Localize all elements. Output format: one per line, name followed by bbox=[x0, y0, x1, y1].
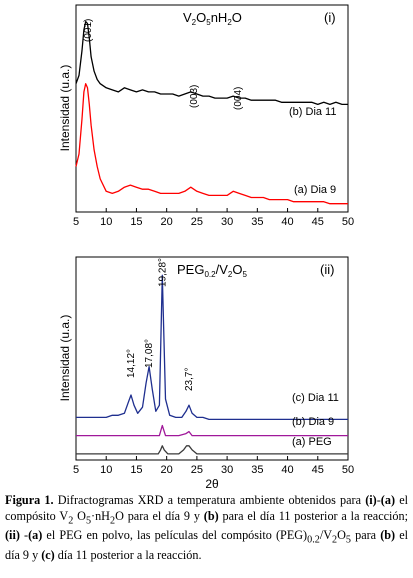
peak-annotation: 19,28° bbox=[157, 258, 168, 287]
svg-text:V2O5nH2O: V2O5nH2O bbox=[183, 10, 242, 27]
series-label-dia11-ii: (c) Dia 11 bbox=[292, 392, 339, 404]
peak-annotation: 23,7° bbox=[184, 368, 195, 391]
x-tick-label: 35 bbox=[251, 464, 263, 476]
panel-i: V2O5nH2O (i) Intensidad (u.a.) 5 10 15 20 25… bbox=[58, 4, 354, 228]
x-tick-label: 20 bbox=[161, 216, 173, 228]
peak-annotation: 14,12° bbox=[126, 349, 137, 378]
x-tick-label: 20 bbox=[161, 464, 173, 476]
x-tick-label: 25 bbox=[191, 216, 203, 228]
panel-i-title: V2O5nH2O bbox=[183, 10, 242, 27]
panel-ii: PEG0.2/V2O5 (ii) Intensidad (u.a.) 2θ 5 1… bbox=[58, 256, 354, 490]
figure-caption: Figura 1. Difractogramas XRD a temperatu… bbox=[5, 493, 409, 563]
x-tick-label: 15 bbox=[130, 464, 142, 476]
xrd-figure: V2O5nH2O (i) Intensidad (u.a.) 5 10 15 20 25… bbox=[58, 4, 354, 490]
x-tick-label: 10 bbox=[100, 216, 112, 228]
svg-text:PEG0.2/V2O5: PEG0.2/V2O5 bbox=[177, 262, 247, 279]
series-line-b-dia-11 bbox=[75, 20, 348, 106]
x-tick-label: 50 bbox=[342, 216, 354, 228]
x-tick-label: 45 bbox=[312, 464, 324, 476]
panel-ii-label: (ii) bbox=[320, 262, 334, 277]
panel-ii-xlabel: 2θ bbox=[205, 477, 219, 490]
caption-label: Figura 1. bbox=[5, 493, 54, 507]
x-tick-label: 35 bbox=[251, 216, 263, 228]
x-tick-label: 40 bbox=[281, 216, 293, 228]
peak-annotation: (004) bbox=[233, 87, 244, 110]
x-tick-label: 5 bbox=[73, 216, 79, 228]
panel-i-label: (i) bbox=[324, 10, 336, 25]
series-line-c-dia-11 bbox=[76, 274, 348, 421]
series-label-peg: (a) PEG bbox=[292, 436, 332, 448]
x-tick-label: 30 bbox=[221, 464, 233, 476]
series-line-b-dia-9 bbox=[76, 424, 348, 437]
x-tick-label: 5 bbox=[73, 464, 79, 476]
peak-annotation: (003) bbox=[189, 85, 200, 108]
peak-annotation: (001) bbox=[83, 19, 94, 42]
series-line-a-peg bbox=[76, 445, 348, 455]
x-tick-label: 25 bbox=[191, 464, 203, 476]
panel-ii-ylabel: Intensidad (u.a.) bbox=[58, 315, 72, 402]
panel-i-frame bbox=[75, 4, 349, 213]
x-tick-label: 40 bbox=[281, 464, 293, 476]
series-label-dia9-ii: (b) Dia 9 bbox=[292, 416, 334, 428]
series-label-dia9-i: (a) Dia 9 bbox=[294, 184, 336, 196]
series-line-a-dia-9 bbox=[75, 83, 348, 205]
x-tick-label: 15 bbox=[130, 216, 142, 228]
peak-annotation: 17,08° bbox=[144, 339, 155, 368]
panel-i-ylabel: Intensidad (u.a.) bbox=[58, 65, 72, 152]
x-tick-label: 30 bbox=[221, 216, 233, 228]
x-tick-label: 45 bbox=[312, 216, 324, 228]
panel-ii-frame bbox=[75, 256, 349, 461]
series-label-dia11-i: (b) Dia 11 bbox=[289, 106, 336, 118]
x-tick-label: 10 bbox=[100, 464, 112, 476]
panel-ii-title: PEG0.2/V2O5 bbox=[177, 262, 247, 279]
x-tick-label: 50 bbox=[342, 464, 354, 476]
